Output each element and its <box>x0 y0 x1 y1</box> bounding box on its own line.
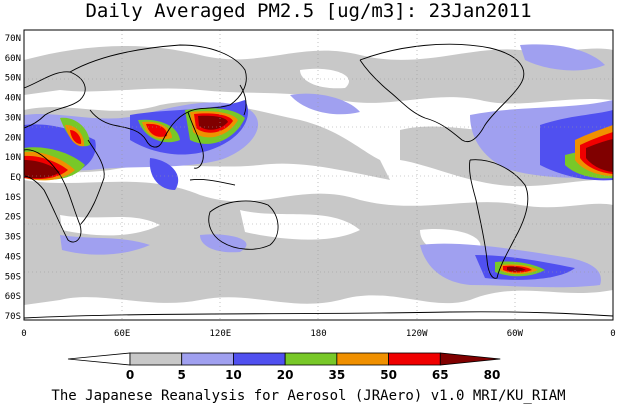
map-gridlines <box>24 30 613 320</box>
lat-label: 70N <box>5 34 21 44</box>
lon-label: 60E <box>114 329 130 339</box>
colorbar-bin <box>336 352 389 366</box>
colorbar-tick-label: 0 <box>126 368 134 382</box>
lon-label: 120E <box>209 329 231 339</box>
colorbar-tick-label: 20 <box>277 368 294 382</box>
colorbar-bin <box>233 352 286 366</box>
colorbar-tick-label: 5 <box>178 368 186 382</box>
lat-label: 60N <box>5 54 21 64</box>
lat-label: 20S <box>5 213 21 223</box>
latitude-labels: 70N 60N 50N 40N 30N 20N 10N EQ 10S 20S 30S 40S 50S 60… <box>5 34 21 322</box>
coastlines <box>24 43 613 319</box>
colorbar-bin <box>181 352 234 366</box>
colorbar-bin <box>67 352 131 366</box>
lat-label: 60S <box>5 292 21 302</box>
lat-label: 10N <box>5 153 21 163</box>
lat-label: 70S <box>5 312 21 322</box>
pm25-field <box>24 43 613 319</box>
map-frame <box>23 29 614 321</box>
lat-label: 50S <box>5 272 21 282</box>
lat-label: 30N <box>5 113 21 123</box>
lat-label: 40S <box>5 252 21 262</box>
lat-label: 10S <box>5 193 21 203</box>
lat-label: EQ <box>10 173 21 183</box>
longitude-labels: 0 60E 120E 180 120W 60W 0 <box>21 329 615 339</box>
lat-label: 50N <box>5 74 21 84</box>
colorbar-tick-label: 80 <box>484 368 501 382</box>
lon-label: 180 <box>310 329 326 339</box>
colorbar: 0 5 10 20 35 50 65 80 <box>67 352 501 382</box>
colorbar-tick-label: 65 <box>432 368 449 382</box>
footer-credit: The Japanese Reanalysis for Aerosol (JRA… <box>51 388 566 404</box>
colorbar-bin <box>388 352 441 366</box>
colorbar-tick-label: 50 <box>380 368 397 382</box>
colorbar-bin <box>439 352 501 366</box>
map-title: Daily Averaged PM2.5 [ug/m3]: 23Jan2011 <box>85 0 532 22</box>
lat-label: 40N <box>5 94 21 104</box>
colorbar-bin <box>129 352 183 366</box>
lon-label: 0 <box>21 329 26 339</box>
colorbar-bin <box>284 352 338 366</box>
lon-label: 120W <box>406 329 428 339</box>
lon-label: 0 <box>610 329 615 339</box>
lat-label: 30S <box>5 233 21 243</box>
colorbar-tick-label: 10 <box>225 368 242 382</box>
lat-label: 20N <box>5 133 21 143</box>
colorbar-tick-label: 35 <box>329 368 346 382</box>
lon-label: 60W <box>507 329 524 339</box>
